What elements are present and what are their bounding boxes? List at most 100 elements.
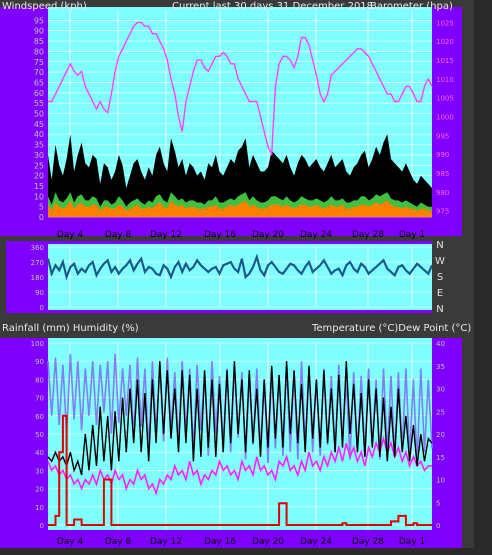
- dir-tick-label: 0: [40, 304, 44, 312]
- barometer-tick-label: 995: [436, 132, 449, 140]
- bottom-x-tick-label: Day 20: [252, 537, 284, 547]
- barometer-tick-label: 1015: [436, 57, 454, 65]
- bottom-right-axis-panel: [432, 338, 462, 548]
- windspeed-tick-label: 50: [34, 110, 44, 119]
- top-right-ticks: 975 980 985 990 995 1000 1005 1010 1015 1020 1025: [436, 19, 454, 215]
- rain-humidity-axis-title: Rainfall (mm) Humidity (%): [2, 323, 139, 334]
- rain-humidity-tick-label: 80: [35, 376, 44, 384]
- temp-dew-axis-title: Temperature (°C)Dew Point (°C): [311, 323, 471, 334]
- bottom-x-tick-label: Day 28: [352, 537, 384, 547]
- barometer-tick-label: 1010: [436, 76, 454, 84]
- barometer-tick-label: 980: [436, 189, 449, 197]
- wind_avg-area: [48, 200, 432, 217]
- temperature-tick-label: 15: [436, 454, 445, 462]
- windspeed-tick-label: 85: [34, 37, 44, 46]
- windspeed-axis-title: Windspeed (kph): [2, 1, 87, 12]
- rain-humidity-tick-label: 20: [35, 486, 44, 494]
- temperature-tick-label: 25: [436, 408, 445, 416]
- bottom-x-tick-label: Day 24: [300, 537, 332, 547]
- bottom-x-ticks: Day 4 Day 8 Day 12 Day 16 Day 20 Day 24 Day 28…: [57, 537, 425, 547]
- barometer-tick-label: 1025: [436, 19, 454, 27]
- dir-tick-label: 270: [31, 259, 44, 267]
- dir-tick-label: 180: [31, 274, 44, 282]
- rain-humidity-tick-label: 40: [35, 449, 44, 457]
- rain-humidity-tick-label: 0: [40, 522, 44, 530]
- barometer-tick-label: 975: [436, 208, 449, 216]
- windspeed-tick-label: 10: [34, 192, 44, 201]
- top-x-axis-band: [48, 217, 432, 236]
- bottom-series: [47, 353, 433, 526]
- rain-humidity-tick-label: 10: [35, 504, 44, 512]
- bottom-x-tick-label: Day 16: [204, 537, 236, 547]
- rain-humidity-tick-label: 100: [31, 340, 44, 348]
- windspeed-tick-label: 15: [34, 182, 44, 191]
- barometer-tick-label: 985: [436, 170, 449, 178]
- top-x-tick-label: Day 8: [105, 230, 132, 240]
- temperature-tick-label: 35: [436, 363, 445, 371]
- top-x-tick-label: Day 4: [57, 230, 84, 240]
- bottom-x-tick-label: Day 1: [399, 537, 425, 547]
- rain-humidity-tick-label: 60: [35, 413, 44, 421]
- rain-humidity-tick-label: 50: [35, 431, 44, 439]
- bottom-x-tick-label: Day 8: [105, 537, 132, 547]
- top-x-tick-label: Day 24: [300, 230, 332, 240]
- barometer-tick-label: 1005: [436, 95, 454, 103]
- top-left-axis-panel: [0, 7, 48, 236]
- top-x-tick-label: Day 1: [399, 230, 425, 240]
- windspeed-tick-label: 30: [34, 151, 44, 160]
- windspeed-tick-label: 95: [34, 16, 44, 25]
- bottom-left-ticks: 0 10 20 30 40 50 60 70 80 90 100: [31, 340, 44, 530]
- temperature-tick-label: 40: [436, 340, 445, 348]
- compass-n-label: N: [436, 304, 443, 315]
- windspeed-tick-label: 60: [34, 89, 44, 98]
- bottom-right-ticks: 0 5 10 15 20 25 30 35 40: [436, 340, 445, 530]
- barometer-tick-label: 1020: [436, 38, 454, 46]
- dir-series: [46, 253, 434, 281]
- windspeed-tick-label: 40: [34, 130, 44, 139]
- top-x-tick-label: Day 16: [204, 230, 236, 240]
- bottom-x-tick-label: Day 12: [150, 537, 182, 547]
- dir-left-ticks: 360 270 180 90 0: [31, 244, 44, 312]
- barometer-axis-title: Barometer (hpa): [370, 1, 453, 12]
- windspeed-tick-label: 35: [34, 141, 44, 150]
- bottom-x-tick-label: Day 4: [57, 537, 84, 547]
- bottom-margin: [0, 548, 492, 555]
- dir-tick-label: 90: [35, 289, 44, 297]
- rain-humidity-tick-label: 30: [35, 467, 44, 475]
- windspeed-tick-label: 20: [34, 172, 44, 181]
- dir-tick-label: 360: [31, 244, 44, 252]
- top-x-tick-label: Day 12: [150, 230, 182, 240]
- chart-header-title: Current last 30 days 31 December 2018: [172, 1, 373, 12]
- temperature-tick-label: 5: [436, 499, 440, 507]
- top-series: [48, 21, 433, 217]
- windspeed-area: [48, 134, 432, 217]
- compass-n-label: N: [436, 240, 443, 251]
- windspeed-tick-label: 70: [34, 68, 44, 77]
- barometer-line: [48, 21, 433, 157]
- bottom-left-axis-panel: [0, 338, 48, 548]
- windspeed-tick-label: 25: [34, 161, 44, 170]
- top-x-ticks: Day 4 Day 8 Day 12 Day 16 Day 20 Day 24 Day 28…: [57, 230, 425, 240]
- temperature-line: [47, 361, 433, 476]
- temperature-tick-label: 20: [436, 431, 445, 439]
- windspeed-tick-label: 0: [39, 213, 44, 222]
- barometer-tick-label: 1000: [436, 114, 454, 122]
- right-margin: [474, 0, 492, 555]
- dir-grid: [48, 246, 432, 308]
- windspeed-tick-label: 45: [34, 120, 44, 129]
- top-x-tick-label: Day 28: [352, 230, 384, 240]
- temperature-tick-label: 0: [436, 522, 440, 530]
- rain-humidity-tick-label: 90: [35, 358, 44, 366]
- windspeed-tick-label: 5: [39, 203, 44, 212]
- compass-e-label: E: [437, 288, 443, 299]
- temperature-tick-label: 10: [436, 477, 445, 485]
- barometer-tick-label: 990: [436, 151, 449, 159]
- windspeed-tick-label: 65: [34, 78, 44, 87]
- windspeed-tick-label: 55: [34, 99, 44, 108]
- top-x-tick-label: Day 20: [252, 230, 284, 240]
- wind-direction-line: [46, 253, 434, 281]
- windspeed-tick-label: 80: [34, 47, 44, 56]
